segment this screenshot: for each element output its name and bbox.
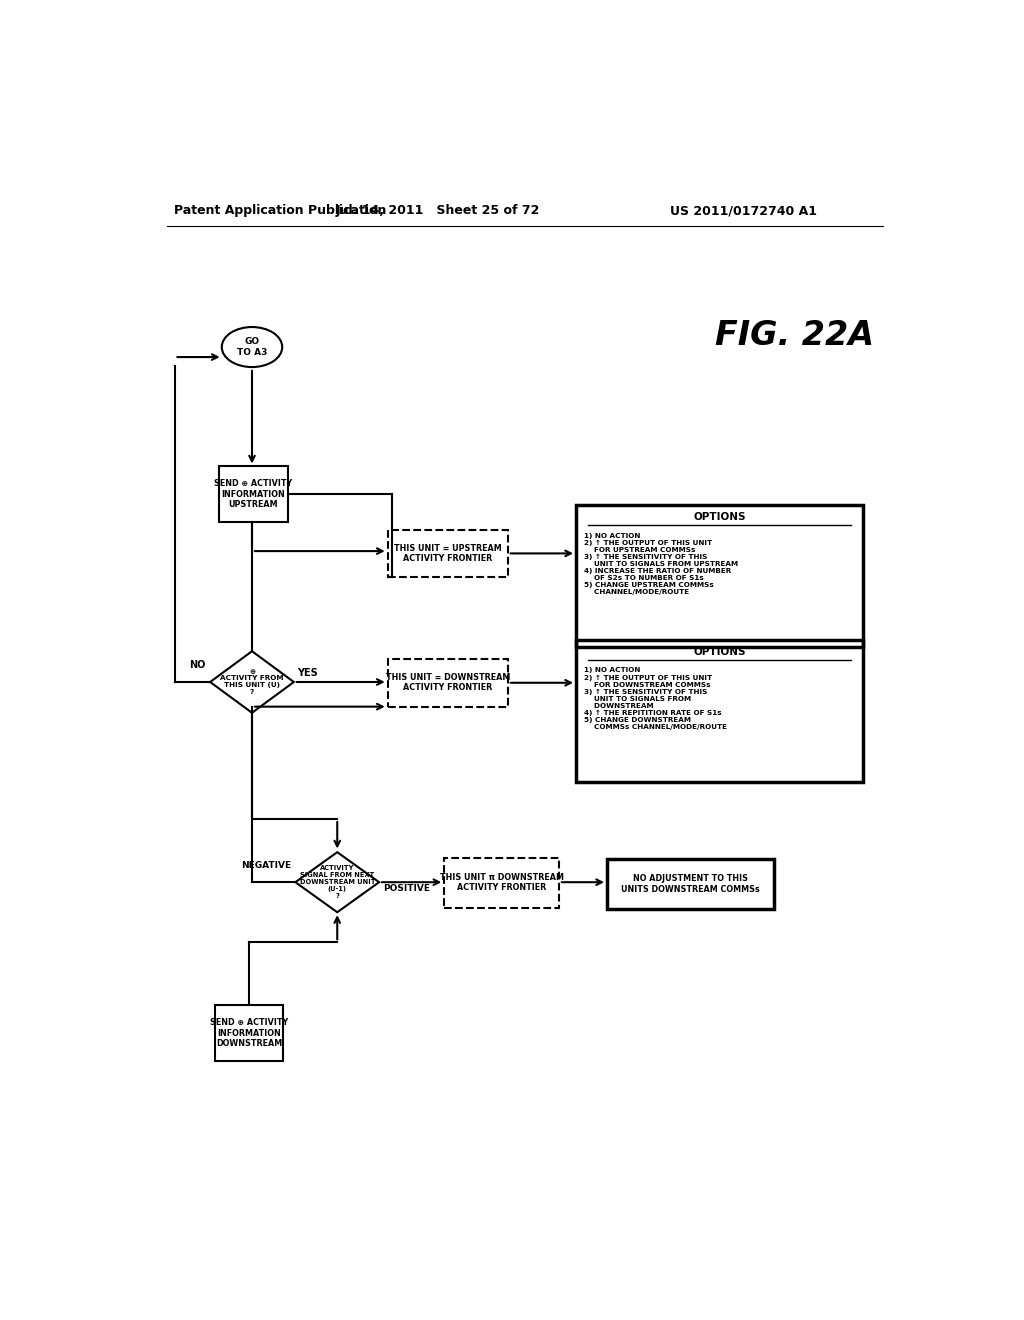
Text: NO: NO [189, 660, 206, 671]
Text: 1) NO ACTION
2) ↑ THE OUTPUT OF THIS UNIT
    FOR DOWNSTREAM COMMSs
3) ↑ THE SEN: 1) NO ACTION 2) ↑ THE OUTPUT OF THIS UNI… [584, 668, 727, 730]
Bar [215, 1006, 283, 1061]
Text: GO
TO A3: GO TO A3 [237, 338, 267, 356]
Text: ⊕
ACTIVITY FROM
THIS UNIT (U)
?: ⊕ ACTIVITY FROM THIS UNIT (U) ? [220, 668, 284, 696]
Text: Patent Application Publication: Patent Application Publication [174, 205, 387, 218]
Text: THIS UNIT = UPSTREAM
ACTIVITY FRONTIER: THIS UNIT = UPSTREAM ACTIVITY FRONTIER [394, 544, 502, 564]
Text: Jul. 14, 2011   Sheet 25 of 72: Jul. 14, 2011 Sheet 25 of 72 [336, 205, 541, 218]
Bar [388, 659, 508, 706]
Text: SEND ⊕ ACTIVITY
INFORMATION
DOWNSTREAM: SEND ⊕ ACTIVITY INFORMATION DOWNSTREAM [210, 1018, 288, 1048]
Text: ACTIVITY
SIGNAL FROM NEXT
DOWNSTREAM UNIT
(U-1)
?: ACTIVITY SIGNAL FROM NEXT DOWNSTREAM UNI… [299, 865, 375, 899]
Text: SEND ⊕ ACTIVITY
INFORMATION
UPSTREAM: SEND ⊕ ACTIVITY INFORMATION UPSTREAM [214, 479, 293, 510]
Text: US 2011/0172740 A1: US 2011/0172740 A1 [671, 205, 817, 218]
Text: OPTIONS: OPTIONS [693, 647, 745, 657]
Bar [575, 506, 862, 647]
Text: POSITIVE: POSITIVE [383, 884, 430, 892]
Text: YES: YES [297, 668, 317, 677]
Text: NO ADJUSTMENT TO THIS
UNITS DOWNSTREAM COMMSs: NO ADJUSTMENT TO THIS UNITS DOWNSTREAM C… [621, 874, 760, 894]
Bar [388, 529, 508, 577]
Bar [219, 466, 288, 521]
Text: THIS UNIT = DOWNSTREAM
ACTIVITY FRONTIER: THIS UNIT = DOWNSTREAM ACTIVITY FRONTIER [385, 673, 510, 693]
Bar [607, 859, 773, 909]
Text: OPTIONS: OPTIONS [693, 512, 745, 523]
Text: THIS UNIT π DOWNSTREAM
ACTIVITY FRONTIER: THIS UNIT π DOWNSTREAM ACTIVITY FRONTIER [439, 873, 563, 892]
Bar [444, 858, 559, 908]
Text: FIG. 22A: FIG. 22A [715, 319, 874, 352]
Text: NEGATIVE: NEGATIVE [242, 861, 292, 870]
Text: 1) NO ACTION
2) ↑ THE OUTPUT OF THIS UNIT
    FOR UPSTREAM COMMSs
3) ↑ THE SENSI: 1) NO ACTION 2) ↑ THE OUTPUT OF THIS UNI… [584, 533, 738, 595]
Bar [575, 640, 862, 781]
